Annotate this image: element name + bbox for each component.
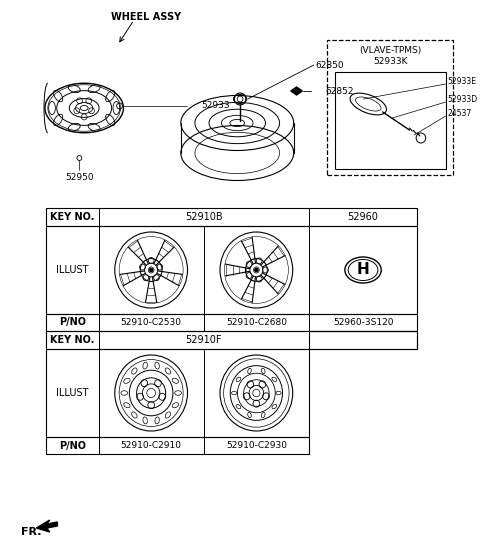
Circle shape xyxy=(149,268,153,272)
Text: ILLUST: ILLUST xyxy=(56,265,88,275)
Text: 62850: 62850 xyxy=(316,60,344,69)
Text: KEY NO.: KEY NO. xyxy=(50,212,95,222)
Text: 52910B: 52910B xyxy=(185,212,223,222)
Text: 52910-C2930: 52910-C2930 xyxy=(226,441,287,450)
Bar xyxy=(46,208,417,226)
Bar xyxy=(46,226,417,314)
Bar xyxy=(335,72,446,169)
Text: 52960-3S120: 52960-3S120 xyxy=(333,318,393,327)
Text: FR.: FR. xyxy=(21,527,42,537)
Text: P/NO: P/NO xyxy=(59,317,86,327)
Text: 52933E: 52933E xyxy=(448,78,477,87)
Text: 52950: 52950 xyxy=(65,174,94,183)
Bar xyxy=(46,314,417,331)
Text: P/NO: P/NO xyxy=(59,441,86,451)
Text: 52910F: 52910F xyxy=(185,335,222,345)
Text: 62852: 62852 xyxy=(325,87,354,95)
Text: 52910-C2680: 52910-C2680 xyxy=(226,318,287,327)
Text: 52933K: 52933K xyxy=(373,58,408,67)
Text: 24537: 24537 xyxy=(448,109,472,119)
Bar xyxy=(327,40,454,175)
Text: 52960: 52960 xyxy=(348,212,378,222)
Text: 52933D: 52933D xyxy=(448,95,478,104)
Polygon shape xyxy=(36,520,58,532)
Text: 52910-C2530: 52910-C2530 xyxy=(120,318,181,327)
Text: KEY NO.: KEY NO. xyxy=(50,335,95,345)
Text: 52910-C2910: 52910-C2910 xyxy=(120,441,181,450)
Bar xyxy=(46,437,309,454)
Bar xyxy=(309,331,417,349)
Polygon shape xyxy=(291,87,302,95)
Circle shape xyxy=(254,268,258,272)
Text: H: H xyxy=(357,263,370,278)
Text: (VLAVE-TPMS): (VLAVE-TPMS) xyxy=(359,46,421,54)
Text: 52933: 52933 xyxy=(201,102,229,110)
Bar xyxy=(46,331,417,349)
Text: WHEEL ASSY: WHEEL ASSY xyxy=(111,12,181,22)
Text: ILLUST: ILLUST xyxy=(56,388,88,398)
Bar xyxy=(46,349,309,437)
